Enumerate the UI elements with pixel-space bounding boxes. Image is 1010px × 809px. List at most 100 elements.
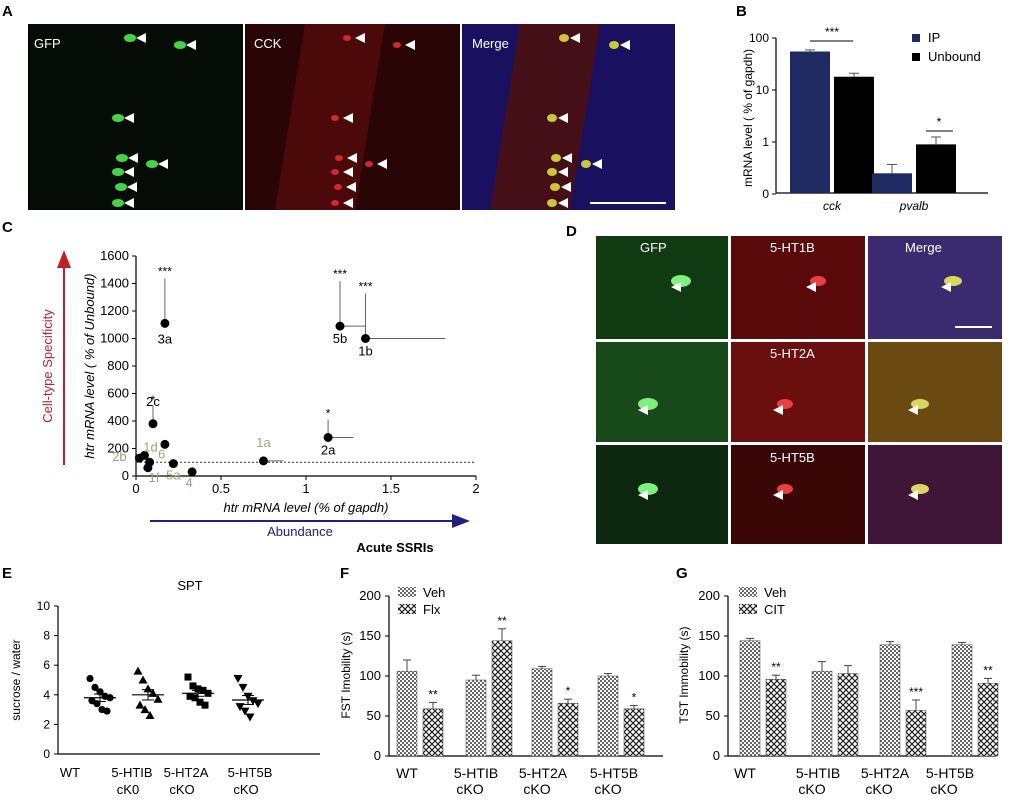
panel-letter-e: E	[2, 565, 12, 582]
data-point	[233, 675, 243, 684]
y-tick-label: 1000	[100, 331, 129, 346]
merge-cell	[559, 34, 569, 42]
y-tick-label: 800	[107, 358, 129, 373]
micrograph-d-merge-2	[868, 342, 1002, 442]
data-point	[160, 318, 170, 328]
x-tick-label: WT	[734, 765, 756, 781]
x-tick-label: 5-HTIB	[454, 765, 498, 781]
micro-d-label-5ht1b: 5-HT1B	[770, 240, 815, 255]
data-point	[135, 700, 145, 709]
gfp-arrowhead	[128, 153, 138, 163]
cck-cell	[343, 35, 351, 41]
merge-cell	[550, 183, 560, 191]
merge-cell	[551, 154, 561, 162]
bar	[557, 702, 579, 757]
receptor-arrowhead	[806, 282, 816, 292]
y-tick-label: 200	[107, 441, 129, 456]
cck-arrowhead	[343, 113, 353, 123]
panel-letter-g: G	[676, 565, 688, 582]
data-point	[361, 334, 370, 343]
micrograph-d-5ht5b	[731, 445, 865, 544]
sig-marker: **	[983, 663, 993, 677]
micrograph-d-gfp-3	[596, 445, 728, 544]
legend-swatch	[398, 604, 416, 614]
cck-cell	[331, 169, 339, 175]
data-point	[140, 705, 150, 714]
merge-arrowhead	[941, 282, 951, 292]
merge-arrowhead	[620, 40, 630, 50]
x-tick-label: 5-HT5B	[228, 765, 273, 780]
data-point	[235, 703, 245, 712]
legend-label: CIT	[764, 602, 785, 617]
data-point	[145, 711, 155, 720]
x-tick-label: 5-HT2A	[164, 765, 209, 780]
x-tick-label: 2	[472, 481, 479, 496]
gfp-arrowhead	[124, 167, 134, 177]
gfp-cell	[116, 154, 128, 162]
sig-marker: *	[632, 691, 637, 705]
bar	[531, 668, 553, 757]
bar	[905, 710, 927, 757]
data-point	[248, 697, 258, 706]
y-tick-label: 100	[749, 31, 769, 45]
sig-marker: ***	[158, 264, 172, 278]
sig-marker: ***	[825, 25, 839, 39]
gfp-cell	[638, 398, 658, 410]
legend-label: Unbound	[928, 49, 981, 64]
gfp-arrowhead	[136, 33, 146, 43]
y-tick-label: 0	[43, 747, 50, 761]
merge-cell	[547, 199, 557, 207]
data-point	[245, 713, 255, 722]
x-tick-label: cKO	[594, 781, 621, 797]
bar	[623, 708, 645, 757]
y-tick-label: 100	[359, 668, 381, 683]
x-tick-label: cKO	[169, 782, 194, 797]
abundance-arrowhead	[452, 514, 470, 528]
data-point	[194, 685, 202, 693]
data-point	[253, 700, 263, 709]
sig-marker: *	[566, 684, 571, 698]
micro-a-label-cck: CCK	[254, 36, 282, 51]
point-label: 1d	[143, 439, 157, 454]
panel-letter-b: B	[736, 3, 747, 20]
data-point	[160, 439, 170, 449]
x-tick-label: 0.5	[212, 481, 230, 496]
y-tick-label: 0	[762, 187, 769, 201]
gfp-arrowhead	[127, 182, 137, 192]
y-tick-label: 1400	[100, 276, 129, 291]
y-tick-label: 6	[43, 658, 50, 672]
x-tick-label: 5-HT5B	[926, 765, 974, 781]
y-tick-label: 400	[107, 413, 129, 428]
cck-arrowhead	[347, 153, 357, 163]
y-axis-label: TST Immobility (s)	[677, 626, 691, 723]
micrograph-a-arrowheads	[112, 33, 630, 208]
abundance-label: Abundance	[267, 524, 333, 539]
gfp-arrowhead	[638, 490, 648, 500]
y-tick-label: 2	[43, 717, 50, 731]
legend-label: Veh	[764, 585, 786, 600]
y-tick-label: 10	[756, 83, 770, 97]
micro-d-label-5ht5b: 5-HT5B	[770, 450, 815, 465]
bar	[597, 675, 619, 757]
merge-tissue-band	[490, 24, 600, 210]
data-point	[238, 683, 248, 692]
data-point	[143, 463, 153, 473]
panel-letter-d: D	[566, 223, 577, 240]
point-label: 4	[185, 475, 192, 490]
cck-cell	[334, 184, 342, 190]
micro-d-label-gfp: GFP	[640, 240, 667, 255]
sig-marker: *	[326, 407, 331, 421]
merge-cell	[609, 41, 619, 49]
data-point	[103, 707, 111, 715]
legend-swatch	[912, 34, 920, 42]
point-label: 1f	[148, 470, 159, 485]
x-tick-label: cKO	[865, 781, 892, 797]
x-tick-label: 1.5	[382, 481, 400, 496]
micro-d-label-5ht2a: 5-HT2A	[770, 346, 815, 361]
sig-marker: **	[497, 614, 507, 628]
point-label: 2a	[321, 443, 336, 458]
bar	[834, 76, 874, 193]
y-axis-label: sucrose / water	[9, 639, 23, 720]
